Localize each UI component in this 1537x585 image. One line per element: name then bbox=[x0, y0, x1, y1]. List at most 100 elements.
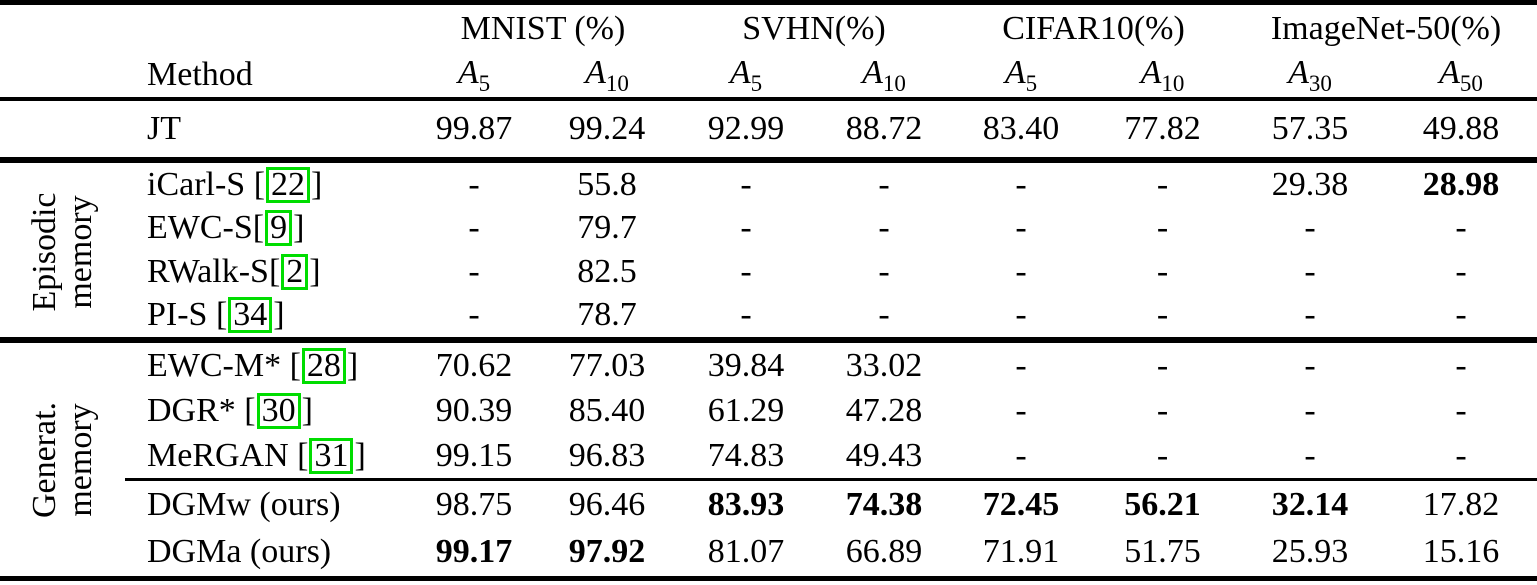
cell-cifar10-a5: - bbox=[1015, 252, 1027, 290]
table-row: EWC-M* [28] 70.62 77.03 39.84 33.02 - - - - bbox=[0, 343, 1537, 388]
table-row: iCarl-S [22] - 55.8 - - - - 29.38 28.98 bbox=[0, 163, 1537, 207]
accuracy-symbol: A bbox=[1140, 53, 1162, 91]
cell-imagenet-a30: 25.93 bbox=[1271, 533, 1349, 571]
accuracy-subscript: 5 bbox=[478, 70, 491, 96]
cell-imagenet-a50: 28.98 bbox=[1422, 165, 1500, 203]
table-row: DGMa (ours) 99.17 97.92 81.07 66.89 71.91 51.7… bbox=[0, 529, 1537, 577]
subcolumn-header-svhn-a10: A10 bbox=[816, 54, 952, 97]
group-label-line: Episodic bbox=[26, 192, 63, 312]
method-cell: EWC-S[9] bbox=[118, 209, 410, 247]
cell-svhn-a10: 47.28 bbox=[845, 391, 923, 429]
accuracy-subscript: 10 bbox=[605, 70, 629, 96]
cell-mnist-a5: 70.62 bbox=[435, 346, 513, 384]
cell-mnist-a10: 85.40 bbox=[568, 391, 646, 429]
header-rule bbox=[0, 97, 1537, 101]
group-label-line: memory bbox=[62, 403, 99, 517]
method-cell: MeRGAN [31] bbox=[118, 437, 410, 475]
cell-imagenet-a50: 15.16 bbox=[1422, 533, 1500, 571]
cell-cifar10-a10: 56.21 bbox=[1124, 485, 1201, 523]
accuracy-symbol: A bbox=[1439, 53, 1460, 91]
cell-imagenet-a50: - bbox=[1455, 296, 1467, 334]
cell-cifar10-a10: - bbox=[1156, 296, 1169, 334]
cell-mnist-a5: - bbox=[468, 209, 480, 247]
table-row: DGMw (ours) 98.75 96.46 83.93 74.38 72.45 56.2… bbox=[0, 481, 1537, 529]
cell-svhn-a10: - bbox=[878, 252, 890, 290]
method-name: iCarl-S [ bbox=[147, 165, 266, 203]
method-name-suffix: ] bbox=[346, 346, 359, 384]
cell-imagenet-a50: - bbox=[1455, 346, 1467, 384]
cell-svhn-a10: 74.38 bbox=[845, 485, 923, 523]
cell-cifar10-a10: 77.82 bbox=[1124, 110, 1201, 147]
accuracy-subscript: 10 bbox=[882, 70, 906, 96]
table-row: MeRGAN [31] 99.15 96.83 74.83 49.43 - - - - bbox=[0, 433, 1537, 478]
subcolumn-header-cifar10-a10: A10 bbox=[1090, 54, 1235, 97]
citation-link[interactable]: 30 bbox=[256, 392, 301, 429]
method-cell: JT bbox=[118, 110, 410, 148]
accuracy-subscript: 10 bbox=[1161, 70, 1185, 96]
column-group-svhn: SVHN(%) bbox=[742, 10, 886, 47]
cell-svhn-a5: - bbox=[740, 165, 752, 203]
cell-mnist-a5: 90.39 bbox=[435, 391, 513, 429]
ours-methods-section: DGMw (ours) 98.75 96.46 83.93 74.38 72.45 56.2… bbox=[0, 481, 1537, 576]
table-row: EWC-S[9] - 79.7 - - - - - - bbox=[0, 207, 1537, 251]
cell-mnist-a10: 97.92 bbox=[568, 533, 646, 571]
method-cell: DGR* [30] bbox=[118, 392, 410, 430]
method-name-suffix: ] bbox=[311, 165, 323, 203]
cell-cifar10-a10: - bbox=[1156, 436, 1169, 474]
accuracy-symbol: A bbox=[862, 53, 883, 91]
cell-imagenet-a50: - bbox=[1455, 209, 1467, 247]
section-separator-rule bbox=[0, 337, 1537, 343]
cell-cifar10-a10: 51.75 bbox=[1124, 533, 1201, 571]
method-cell: PI-S [34] bbox=[118, 296, 410, 334]
citation-link[interactable]: 9 bbox=[265, 210, 293, 247]
method-name-suffix: ] bbox=[293, 209, 305, 247]
method-name: MeRGAN [ bbox=[147, 436, 309, 474]
accuracy-symbol: A bbox=[457, 53, 479, 91]
citation-link[interactable]: 34 bbox=[228, 297, 273, 334]
generative-memory-section: EWC-M* [28] 70.62 77.03 39.84 33.02- - - - DGR* … bbox=[0, 343, 1537, 478]
citation-link[interactable]: 2 bbox=[281, 253, 309, 290]
column-group-imagenet-50: ImageNet-50(%) bbox=[1270, 10, 1502, 47]
cell-svhn-a5: 74.83 bbox=[707, 436, 785, 474]
cell-cifar10-a10: - bbox=[1156, 165, 1169, 203]
cell-svhn-a10: 66.89 bbox=[845, 533, 923, 571]
group-label-episodic: Episodic memory bbox=[26, 192, 99, 312]
cell-svhn-a5: - bbox=[740, 252, 752, 290]
cell-mnist-a10: 55.8 bbox=[577, 165, 637, 203]
accuracy-symbol: A bbox=[729, 53, 751, 91]
table-header: MNIST (%) SVHN(%) CIFAR10(%) ImageNet-50(%)… bbox=[0, 5, 1537, 97]
cell-mnist-a5: - bbox=[468, 252, 480, 290]
cell-cifar10-a5: - bbox=[1015, 209, 1027, 247]
table-row: PI-S [34] - 78.7 - - - - - - bbox=[0, 294, 1537, 338]
method-cell: DGMa (ours) bbox=[118, 533, 410, 571]
accuracy-subscript: 5 bbox=[1025, 70, 1038, 96]
citation-link[interactable]: 22 bbox=[266, 166, 311, 203]
cell-cifar10-a5: 72.45 bbox=[982, 485, 1060, 523]
accuracy-subscript: 30 bbox=[1308, 70, 1332, 96]
cell-mnist-a10: 77.03 bbox=[568, 346, 646, 384]
cell-mnist-a5: 99.15 bbox=[435, 436, 513, 474]
cell-mnist-a10: 99.24 bbox=[568, 110, 646, 147]
cell-imagenet-a30: - bbox=[1304, 391, 1316, 429]
method-name-suffix: ] bbox=[354, 436, 366, 474]
cell-mnist-a5: 99.17 bbox=[435, 533, 513, 571]
cell-svhn-a5: - bbox=[740, 209, 752, 247]
method-cell: DGMw (ours) bbox=[118, 486, 410, 524]
citation-link[interactable]: 28 bbox=[301, 347, 346, 384]
cell-imagenet-a30: - bbox=[1304, 209, 1316, 247]
accuracy-symbol: A bbox=[1004, 53, 1026, 91]
joint-training-section: JT 99.87 99.24 92.99 88.72 83.40 77.82 57.35 49.… bbox=[0, 101, 1537, 157]
citation-link[interactable]: 31 bbox=[309, 437, 354, 474]
table-row: DGR* [30] 90.39 85.40 61.29 47.28 - - - - bbox=[0, 388, 1537, 433]
cell-imagenet-a30: - bbox=[1304, 252, 1316, 290]
column-group-header-row: MNIST (%) SVHN(%) CIFAR10(%) ImageNet-50(%) bbox=[0, 5, 1537, 53]
group-label-line: Generat. bbox=[26, 401, 63, 519]
cell-imagenet-a30: - bbox=[1304, 296, 1316, 334]
method-name: DGR* [ bbox=[147, 391, 256, 429]
method-name: EWC-S[ bbox=[147, 209, 265, 247]
method-column-header: Method bbox=[147, 56, 253, 93]
cell-cifar10-a10: - bbox=[1156, 209, 1169, 247]
method-name: EWC-M* [ bbox=[147, 346, 301, 384]
cell-cifar10-a5: - bbox=[1015, 296, 1027, 334]
